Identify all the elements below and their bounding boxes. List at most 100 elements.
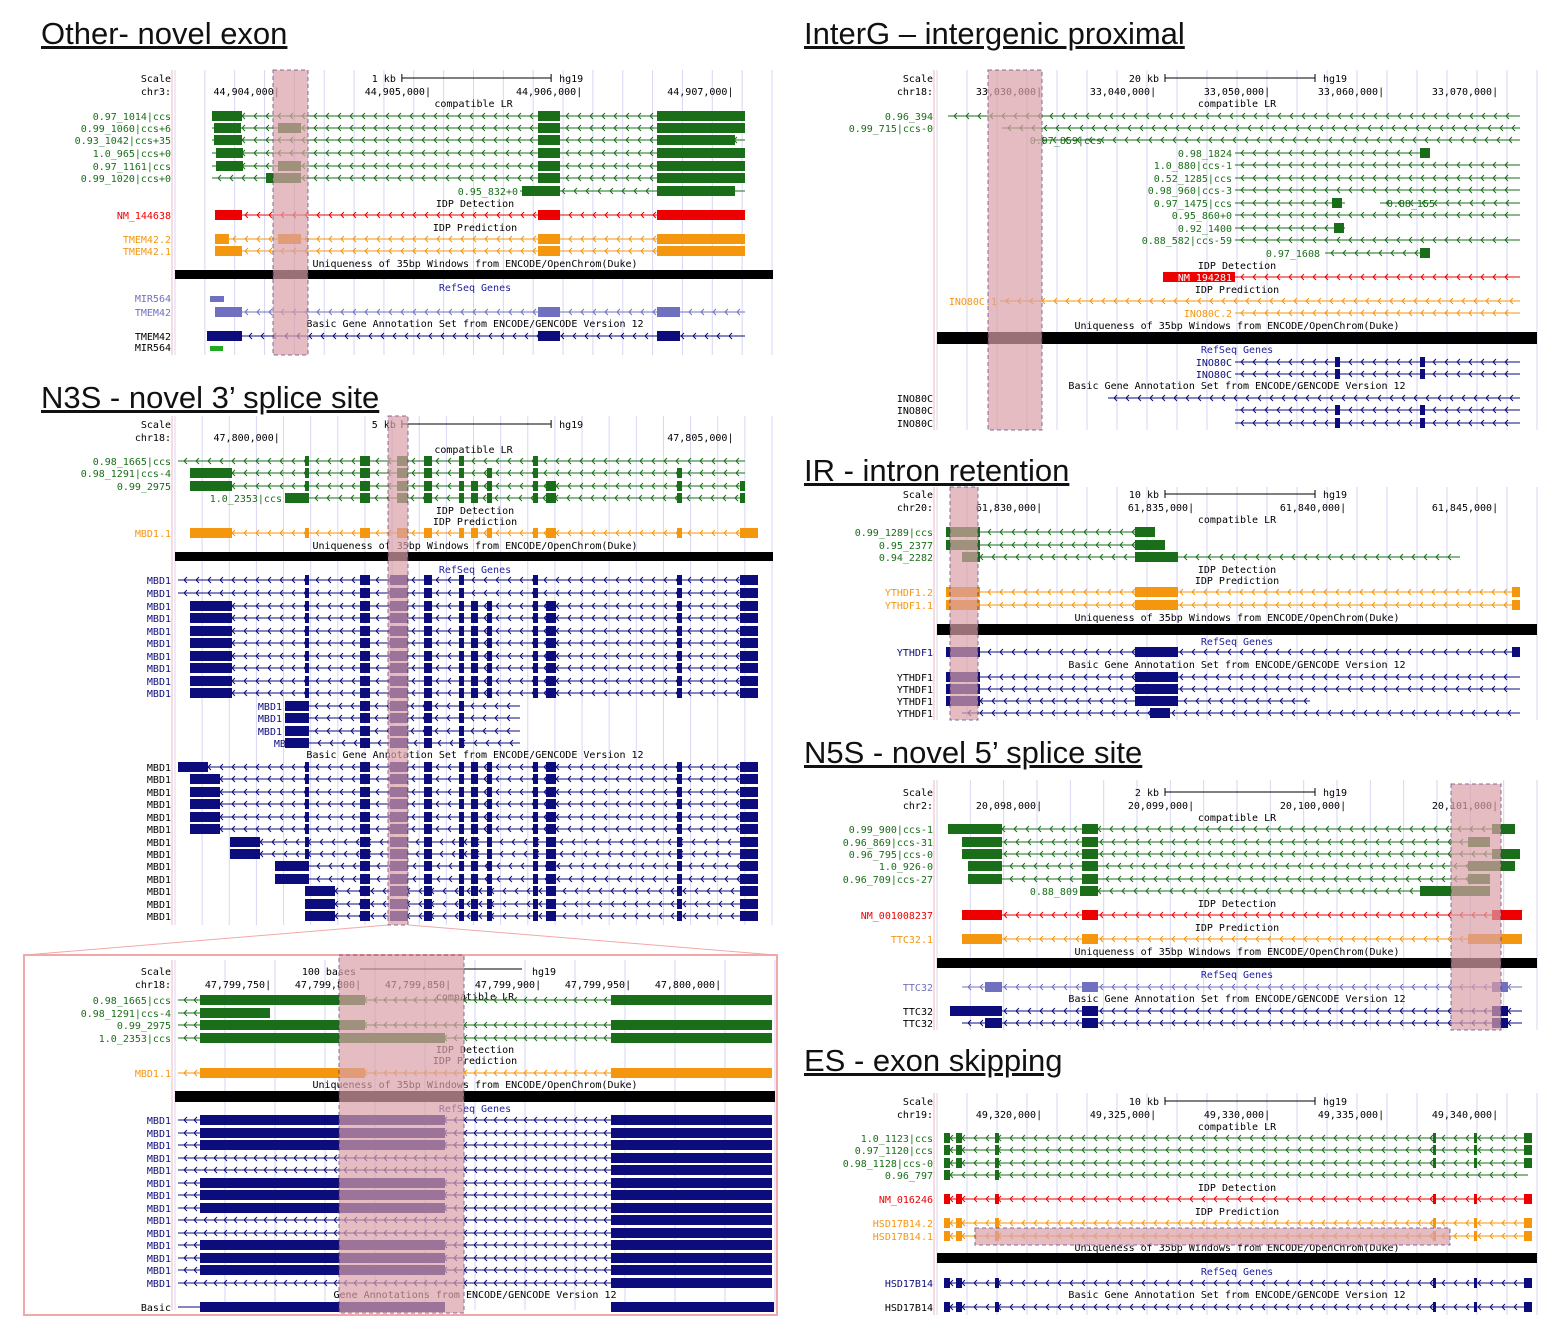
n3s-gencode-transcript-exon bbox=[740, 911, 758, 921]
other-lr-transcript-strand-arrow bbox=[565, 174, 570, 182]
n3s-refseq-transcript-exon bbox=[360, 663, 370, 673]
n3s-gencode-transcript-strand-arrow bbox=[483, 763, 488, 771]
n3s-gencode-transcript-strand-arrow bbox=[639, 800, 644, 808]
other-detection-transcript-strand-arrow bbox=[316, 211, 321, 219]
n3s-refseq-transcript-strand-arrow bbox=[723, 614, 728, 622]
n3s-refseq-transcript-strand-arrow bbox=[711, 614, 716, 622]
n3s-gencode-transcript-exon bbox=[677, 787, 682, 797]
n3s-refseq-transcript-strand-arrow bbox=[267, 689, 272, 697]
n3s-refseq-transcript-exon bbox=[190, 688, 232, 698]
other-lr-transcript-strand-arrow bbox=[325, 174, 330, 182]
zoom-prediction-transcript-label: MBD1.1 bbox=[135, 1069, 171, 1080]
other-detection-transcript-strand-arrow bbox=[388, 211, 393, 219]
zoom-refseq-transcript-exon bbox=[611, 1178, 772, 1188]
n3s-refseq-transcript-strand-arrow bbox=[603, 627, 608, 635]
n3s-refseq-transcript-exon bbox=[487, 626, 492, 636]
n3s-refseq-transcript-strand-arrow bbox=[735, 602, 740, 610]
n3s-refseq-transcript-strand-arrow bbox=[183, 576, 188, 584]
n3s-refseq-transcript-exon bbox=[424, 663, 432, 673]
other-lr-transcript-strand-arrow bbox=[589, 112, 594, 120]
n3s-gencode-transcript-exon bbox=[677, 849, 682, 859]
other-lr-transcript-strand-arrow bbox=[325, 112, 330, 120]
n3s-gencode-transcript-exon bbox=[471, 774, 478, 784]
n3s-refseq-transcript-strand-arrow bbox=[483, 589, 488, 597]
n3s-refseq-transcript-strand-arrow bbox=[711, 627, 716, 635]
n3s-gencode-transcript-exon bbox=[677, 874, 682, 884]
ir-gencode-transcript-exon bbox=[1135, 696, 1178, 706]
n3s-gencode-transcript-exon bbox=[546, 861, 556, 871]
n3s-lr-transcript-strand-arrow bbox=[447, 457, 452, 465]
n3s-refseq-transcript-label: MBD1 bbox=[147, 614, 171, 625]
zoom-connector-lines bbox=[24, 924, 776, 956]
other-lr-transcript-strand-arrow bbox=[469, 174, 474, 182]
n3s-gencode-transcript-exon bbox=[178, 762, 208, 772]
other-refseq-transcript-strand-arrow bbox=[376, 308, 381, 316]
other-lr-transcript-exon bbox=[538, 111, 560, 121]
zoom-refseq-transcript-label: MBD1 bbox=[147, 1166, 171, 1177]
other-lr-transcript-strand-arrow bbox=[361, 162, 366, 170]
n3s-refseq-transcript-label: MBD1 bbox=[147, 602, 171, 613]
n3s-lr-transcript-strand-arrow bbox=[723, 457, 728, 465]
other-gencode-transcript-strand-arrow bbox=[572, 332, 577, 340]
n3s-refseq-transcript-strand-arrow bbox=[639, 689, 644, 697]
n3s-gencode-transcript-strand-arrow bbox=[519, 788, 524, 796]
n3s-refseq-transcript-strand-arrow bbox=[483, 576, 488, 584]
n3s-gencode-transcript-exon bbox=[471, 824, 478, 834]
other-refseq-transcript-strand-arrow bbox=[640, 308, 645, 316]
other-lr-transcript-strand-arrow bbox=[361, 136, 366, 144]
n3s-refseq-transcript-strand-arrow bbox=[243, 664, 248, 672]
other-lr-transcript-strand-arrow bbox=[649, 149, 654, 157]
other-gencode-transcript-strand-arrow bbox=[416, 332, 421, 340]
n3s-prediction-transcript-strand-arrow bbox=[603, 529, 608, 537]
other-lr-transcript-strand-arrow bbox=[585, 187, 590, 195]
n3s-refseq-short-transcript-strand-arrow bbox=[470, 702, 475, 710]
n3s-refseq-transcript-exon bbox=[190, 613, 232, 623]
other-lr-transcript-strand-arrow bbox=[217, 174, 222, 182]
ir-prediction-transcript-exon bbox=[1512, 600, 1520, 610]
n3s-prediction-transcript-strand-arrow bbox=[267, 529, 272, 537]
n3s-refseq-transcript-strand-arrow bbox=[471, 589, 476, 597]
n3s-refseq-short-transcript-strand-arrow bbox=[410, 714, 415, 722]
n3s-lr-transcript-strand-arrow bbox=[375, 482, 380, 490]
other-refseq-transcript-strand-arrow bbox=[436, 308, 441, 316]
n3s-refseq-transcript-strand-arrow bbox=[711, 602, 716, 610]
n3s-refseq-transcript-strand-arrow bbox=[411, 614, 416, 622]
n3s-gencode-transcript-exon bbox=[360, 849, 370, 859]
ir-lr-transcript-label: 0.99_1289|ccs bbox=[855, 528, 933, 539]
other-lr-transcript-strand-arrow bbox=[469, 112, 474, 120]
n3s-lr-transcript-strand-arrow bbox=[615, 457, 620, 465]
zoom-refseq-transcript-exon bbox=[611, 1115, 772, 1125]
n3s-refseq-transcript-strand-arrow bbox=[255, 652, 260, 660]
zoom-assembly-label: hg19 bbox=[532, 967, 556, 978]
other-refseq-transcript-strand-arrow bbox=[508, 308, 513, 316]
n3s-idp-prediction-label: IDP Prediction bbox=[433, 517, 517, 528]
n3s-gencode-transcript-exon bbox=[533, 886, 538, 896]
n3s-refseq-transcript-strand-arrow bbox=[315, 639, 320, 647]
n3s-refseq-transcript-strand-arrow bbox=[663, 614, 668, 622]
ir-gencode-label: Basic Gene Annotation Set from ENCODE/GE… bbox=[1068, 660, 1405, 671]
n3s-refseq-transcript-exon bbox=[533, 663, 538, 673]
n3s-lr-transcript-strand-arrow bbox=[231, 457, 236, 465]
n3s-refseq-transcript-exon bbox=[740, 626, 758, 636]
other-lr-transcript-label: 0.99_1020|ccs+0 bbox=[81, 174, 171, 185]
n3s-prediction-transcript-strand-arrow bbox=[735, 529, 740, 537]
n3s-gencode-transcript-strand-arrow bbox=[339, 763, 344, 771]
n3s-gencode-transcript-exon bbox=[360, 787, 370, 797]
n3s-refseq-transcript-strand-arrow bbox=[411, 602, 416, 610]
n3s-gencode-transcript-strand-arrow bbox=[723, 763, 728, 771]
other-refseq-transcript-strand-arrow bbox=[628, 308, 633, 316]
other-prediction-transcript-strand-arrow bbox=[244, 247, 249, 255]
other-prediction-transcript-strand-arrow bbox=[364, 235, 369, 243]
n3s-gencode-transcript-exon bbox=[677, 799, 682, 809]
n3s-prediction-transcript-strand-arrow bbox=[507, 529, 512, 537]
n3s-lr-transcript-strand-arrow bbox=[626, 494, 631, 502]
n3s-refseq-transcript-exon bbox=[459, 651, 464, 661]
other-gencode-transcript-strand-arrow bbox=[428, 332, 433, 340]
n3s-gencode-transcript-exon bbox=[533, 787, 538, 797]
n3s-lr-transcript-strand-arrow bbox=[255, 469, 260, 477]
n3s-refseq-transcript-exon bbox=[533, 651, 538, 661]
n3s-prediction-transcript-strand-arrow bbox=[279, 529, 284, 537]
n3s-refseq-transcript-strand-arrow bbox=[639, 576, 644, 584]
interg-gencode-label: Basic Gene Annotation Set from ENCODE/GE… bbox=[1068, 381, 1405, 392]
n3s-gencode-transcript-exon bbox=[487, 849, 492, 859]
